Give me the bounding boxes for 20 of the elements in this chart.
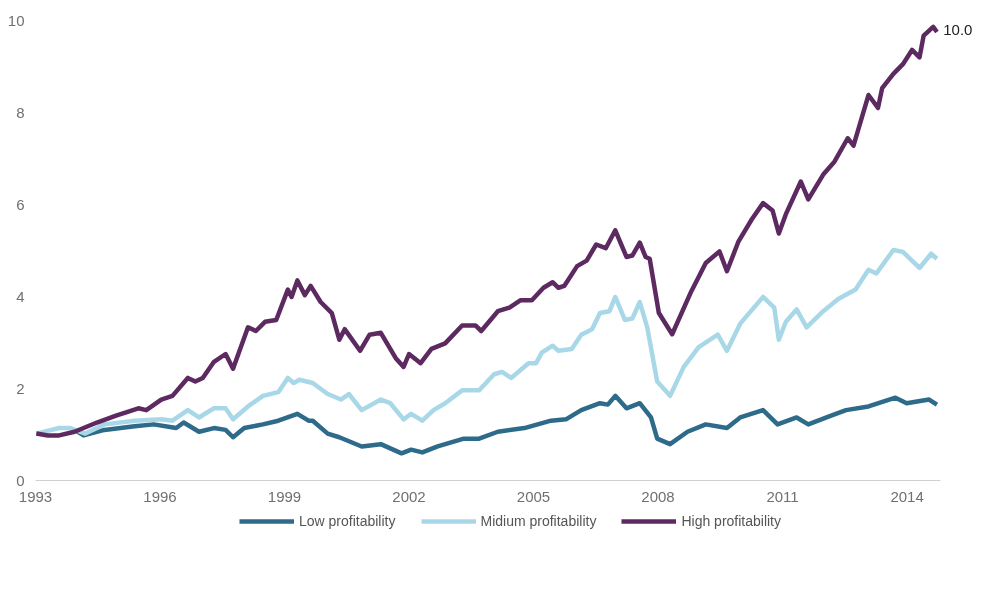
line-series	[35, 24, 940, 438]
line-series	[35, 247, 940, 436]
y-tick-label: 2	[16, 379, 25, 397]
y-tick-label: 8	[16, 103, 25, 121]
legend-label: Midium profitability	[480, 513, 597, 529]
y-tick-label: 0	[16, 471, 25, 489]
annotation: 10.0	[943, 20, 973, 38]
y-tick-label: 4	[16, 287, 25, 305]
y-tick-label: 10	[7, 11, 25, 29]
x-tick-label: 2008	[641, 487, 675, 505]
x-tick-label: 1996	[143, 487, 177, 505]
x-tick-label: 2002	[392, 487, 426, 505]
legend-label: High profitability	[681, 513, 782, 529]
x-tick-label: 1993	[18, 487, 53, 505]
x-tick-label: 2014	[890, 487, 924, 505]
y-tick-label: 6	[16, 195, 25, 213]
x-tick-label: 2011	[766, 487, 799, 505]
x-tick-label: 1999	[267, 487, 302, 505]
x-tick-label: 2005	[516, 487, 551, 505]
legend-label: Low profitability	[298, 513, 396, 529]
